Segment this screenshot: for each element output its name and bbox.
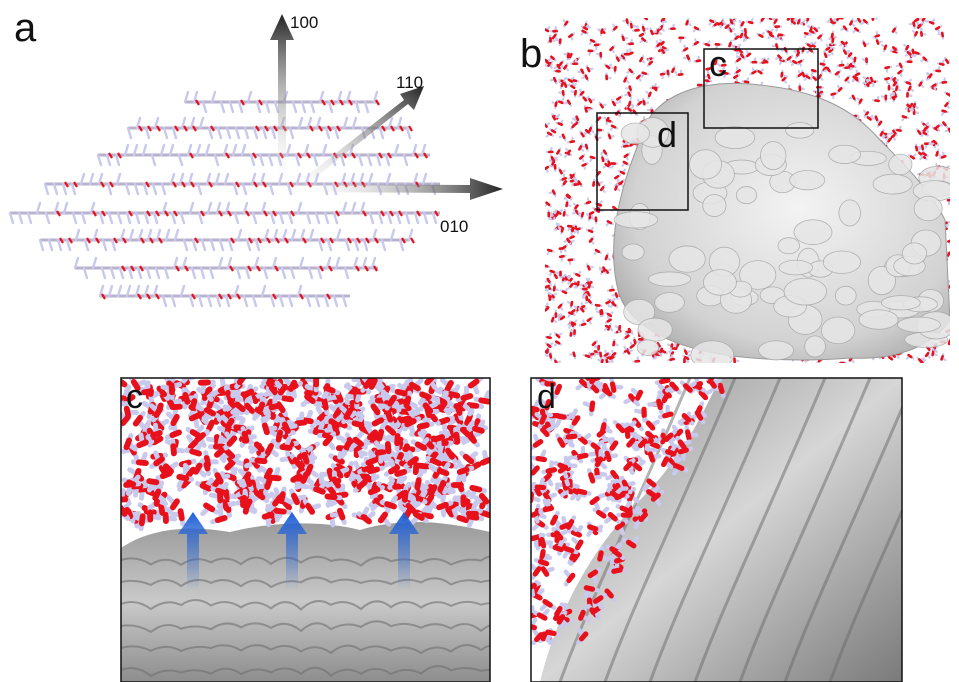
crystal-axis-arrows [270,14,503,200]
axis-110-arrow [286,86,424,196]
inset-c-label: c [709,43,727,84]
panel-b-label: b [520,32,543,76]
panel-c-surface-ridges [121,555,490,678]
axis-010-arrow [290,178,503,200]
panel-c-label: c [126,378,143,416]
panel-c-closeup [121,378,490,682]
panel-c-blue-arrows [178,512,419,590]
axis-100-label: 100 [290,13,319,32]
panel-d-label: d [537,378,556,416]
panel-c-frame [120,377,491,682]
inset-d-label: d [657,114,678,155]
panel-b-simulation [545,18,950,363]
panel-d-surface-ridges [558,378,902,682]
panel-a-label: a [14,6,37,50]
arrow-up-icon [389,512,419,590]
panel-d-frame [530,377,903,682]
axis-100-arrow [270,14,294,190]
panel-d-water-molecules [531,378,726,646]
panel-d-closeup [531,378,902,682]
panel-b-surface-bumps [613,117,950,363]
arrow-up-icon [178,512,208,590]
inset-box-d [596,112,689,211]
axis-110-label: 110 [396,73,424,92]
panel-c-water-molecules [121,378,490,532]
arrow-up-icon [277,512,307,590]
inset-box-c [703,48,819,129]
axis-010-label: 010 [440,217,469,236]
panel-d-surface [540,378,902,682]
